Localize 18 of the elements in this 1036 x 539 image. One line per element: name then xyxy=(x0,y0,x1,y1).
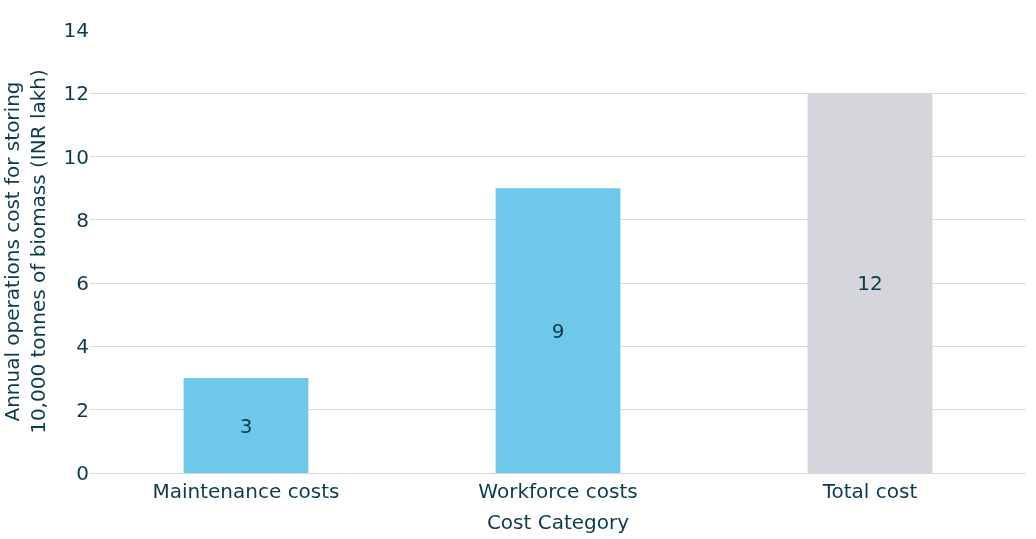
y-tick-label: 6 xyxy=(76,271,89,296)
data-label: 3 xyxy=(239,413,253,438)
x-axis-title: Cost Category xyxy=(486,509,630,534)
y-tick-label: 2 xyxy=(76,397,89,422)
bar xyxy=(183,378,309,473)
x-tick-label: Total cost xyxy=(821,479,918,503)
y-tick-label: 12 xyxy=(63,81,89,106)
y-axis-title: Annual operations cost for storing 10,000 tonnes of biomass (INR lakh) xyxy=(0,69,50,434)
x-tick-label: Workforce costs xyxy=(478,479,638,503)
y-tick-label: 8 xyxy=(76,207,89,232)
y-tick-label: 14 xyxy=(63,18,89,42)
y-tick-label: 10 xyxy=(63,144,89,169)
x-tick-label: Maintenance costs xyxy=(152,479,340,503)
bar xyxy=(495,188,621,473)
y-tick-label: 4 xyxy=(76,334,89,359)
data-label: 12 xyxy=(857,271,883,296)
data-label: 9 xyxy=(551,318,565,343)
y-tick-label: 0 xyxy=(76,461,89,485)
